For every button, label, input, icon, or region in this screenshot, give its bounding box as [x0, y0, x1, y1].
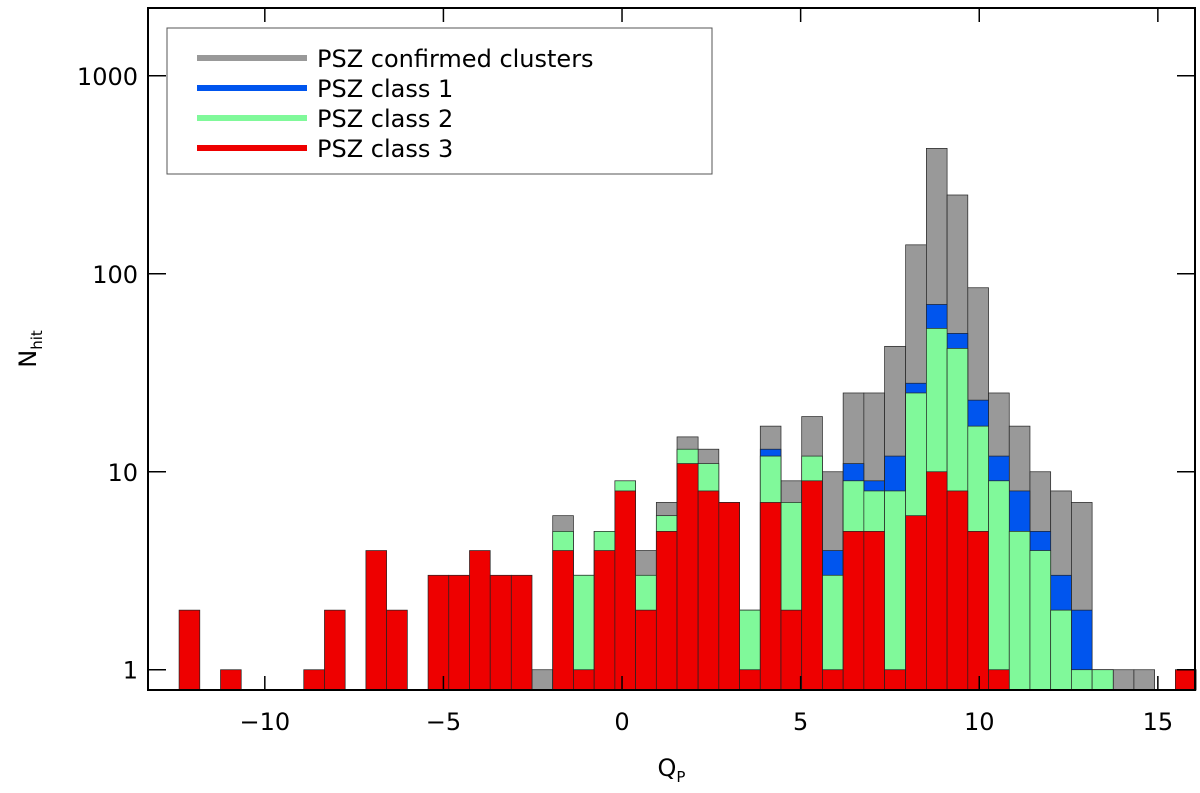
- bar: [469, 550, 491, 691]
- bar: [531, 669, 554, 691]
- bar: [1112, 669, 1135, 691]
- y-axis-label-main: N: [14, 350, 42, 368]
- y-tick-label: 1: [123, 657, 138, 685]
- bar: [842, 531, 865, 691]
- bar: [739, 669, 761, 691]
- y-tick-label: 1000: [77, 63, 138, 91]
- bar: [655, 531, 678, 691]
- x-tick-label: 10: [964, 708, 995, 736]
- bar: [220, 669, 242, 691]
- y-tick-label: 100: [92, 261, 138, 289]
- x-tick-label: −10: [239, 708, 290, 736]
- legend-label: PSZ confirmed clusters: [317, 45, 594, 73]
- bar: [676, 463, 699, 691]
- bar: [552, 550, 574, 691]
- bar: [324, 609, 346, 691]
- bar: [822, 669, 844, 691]
- bar: [510, 574, 533, 691]
- bar: [427, 574, 450, 691]
- bar: [1050, 609, 1072, 691]
- bar: [1175, 669, 1197, 691]
- bar: [988, 669, 1010, 691]
- bar: [593, 550, 616, 691]
- x-axis-label-main: Q: [658, 754, 677, 782]
- bar: [303, 669, 325, 691]
- bar: [365, 550, 387, 691]
- x-tick-label: 5: [793, 708, 808, 736]
- bar: [1071, 669, 1093, 691]
- x-tick-label: 0: [614, 708, 629, 736]
- bar: [905, 515, 927, 691]
- y-axis-label-sub: hit: [28, 330, 46, 350]
- bar: [1091, 669, 1114, 691]
- bar: [1008, 531, 1031, 691]
- bar: [801, 480, 823, 691]
- legend-label: PSZ class 2: [317, 105, 453, 133]
- bar: [697, 490, 720, 691]
- bar: [573, 669, 595, 691]
- bar: [489, 574, 512, 691]
- bar: [946, 490, 969, 691]
- bar: [926, 471, 948, 691]
- x-tick-label: 15: [1143, 708, 1174, 736]
- bar: [614, 490, 636, 691]
- bar: [178, 609, 201, 691]
- legend-label: PSZ class 1: [317, 75, 453, 103]
- bar: [718, 502, 740, 691]
- x-axis-label: QP: [658, 754, 686, 786]
- bar: [967, 531, 989, 691]
- bar: [884, 490, 907, 691]
- bar: [780, 609, 803, 691]
- legend-label: PSZ class 3: [317, 135, 453, 163]
- x-axis-label-sub: P: [676, 768, 685, 786]
- y-axis-label: Nhit: [14, 330, 46, 368]
- x-tick-label: −5: [426, 708, 461, 736]
- bar: [863, 531, 885, 691]
- bar: [988, 480, 1010, 691]
- bar: [386, 609, 408, 691]
- bar: [1133, 669, 1155, 691]
- bar: [759, 502, 782, 691]
- bar: [884, 669, 907, 691]
- plot-frame: [147, 7, 1196, 691]
- y-tick-label: 10: [107, 459, 138, 487]
- bar: [1029, 550, 1052, 691]
- bar: [448, 574, 470, 691]
- bar: [635, 609, 657, 691]
